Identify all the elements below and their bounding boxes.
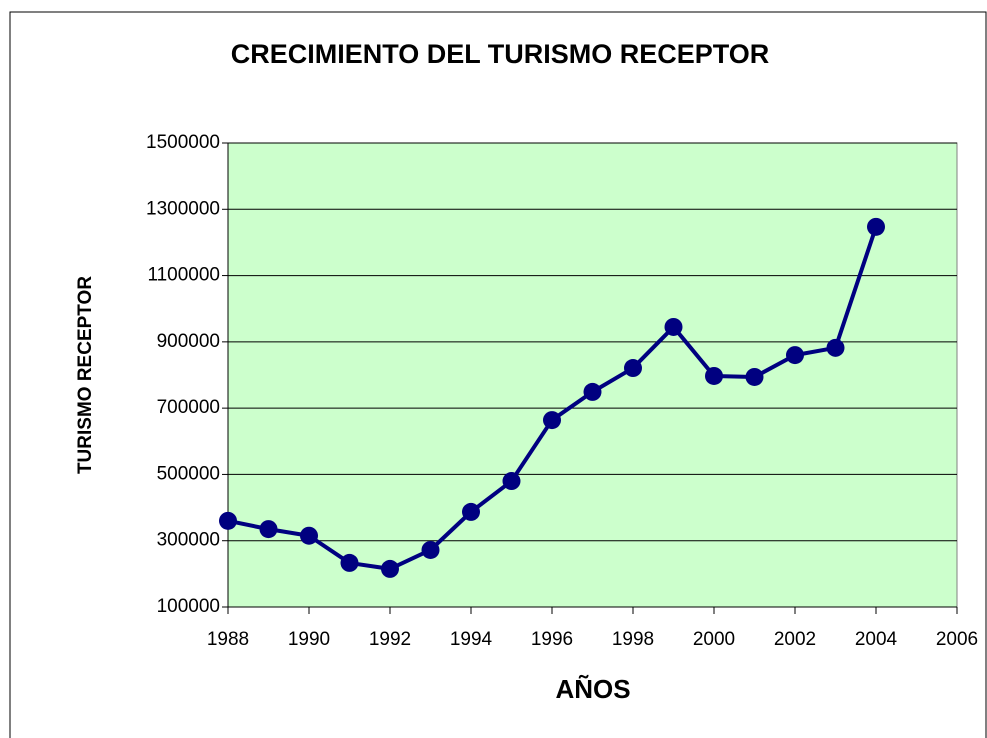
x-tick-label: 1992	[369, 629, 411, 650]
x-tick-label: 1994	[450, 629, 493, 650]
x-tick-label: 1998	[612, 629, 654, 650]
y-tick-label: 700000	[157, 397, 220, 418]
data-point	[340, 553, 359, 572]
x-tick-label: 2006	[936, 629, 978, 650]
x-tick-label: 1988	[207, 629, 249, 650]
y-tick-label: 1300000	[146, 198, 220, 219]
y-tick-label: 100000	[157, 596, 220, 617]
x-tick-label: 2002	[774, 629, 816, 650]
data-point	[219, 511, 237, 530]
y-axis-label: TURISMO RECEPTOR	[75, 276, 96, 474]
data-point	[624, 359, 642, 378]
data-point	[583, 382, 602, 401]
data-point	[462, 502, 480, 521]
data-point	[543, 411, 561, 430]
data-point	[867, 217, 885, 236]
data-point	[300, 526, 318, 545]
data-point	[502, 472, 521, 491]
x-tick-label: 1990	[288, 629, 330, 650]
data-point	[745, 367, 764, 386]
x-tick-label: 1996	[531, 629, 573, 650]
data-point	[826, 338, 845, 357]
y-tick-label: 500000	[157, 463, 220, 484]
data-point	[421, 540, 440, 559]
data-point	[705, 366, 723, 385]
plot-area	[227, 142, 958, 608]
data-point	[259, 520, 278, 539]
data-point	[664, 317, 683, 336]
x-tick-label: 2004	[855, 629, 898, 650]
y-tick-label: 1100000	[147, 265, 220, 286]
x-tick-label: 2000	[693, 629, 735, 650]
data-point	[786, 346, 804, 365]
data-point	[381, 559, 399, 578]
chart-title: CRECIMIENTO DEL TURISMO RECEPTOR	[231, 39, 770, 69]
y-tick-label: 300000	[157, 530, 220, 551]
y-tick-label: 1500000	[146, 132, 220, 153]
y-tick-label: 900000	[157, 331, 220, 352]
x-axis-label: AÑOS	[555, 674, 630, 704]
